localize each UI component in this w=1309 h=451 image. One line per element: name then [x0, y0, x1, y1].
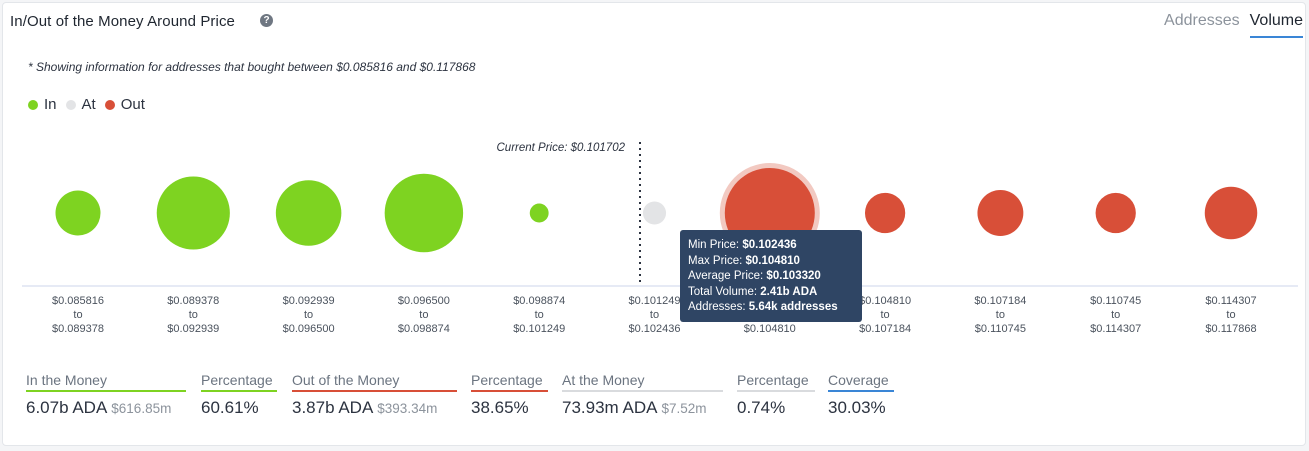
legend-out[interactable]: Out — [104, 96, 145, 113]
stat-value: 6.07b ADA — [26, 398, 108, 417]
stat-usd: $7.52m — [661, 401, 707, 416]
stat-in-percentage: Percentage 60.61% — [201, 372, 277, 418]
stat-out-of-the-money: Out of the Money 3.87b ADA $393.34m — [292, 372, 457, 418]
stat-out-percentage: Percentage 38.65% — [471, 372, 548, 418]
stat-usd: $616.85m — [111, 401, 172, 416]
stat-label: Percentage — [201, 372, 277, 392]
x-tick-label: $0.107184 — [974, 295, 1026, 307]
x-tick-label: $0.092939 — [283, 295, 335, 307]
stat-value: 0.74% — [737, 398, 786, 417]
tab-addresses[interactable]: Addresses — [1164, 12, 1240, 29]
x-tick-label: $0.107184 — [859, 323, 911, 335]
bubble-at-5[interactable] — [642, 201, 667, 225]
bubble-in-3[interactable] — [384, 173, 464, 253]
tooltip-avg-price: Average Price: $0.103320 — [688, 270, 821, 282]
x-tick-label: $0.089378 — [167, 295, 219, 307]
x-tick-label: to — [881, 309, 890, 321]
chart-legend: In At Out — [28, 96, 154, 113]
bubble-out-7[interactable] — [864, 192, 906, 234]
bubble-out-9[interactable] — [1095, 192, 1136, 234]
x-tick-label: $0.114307 — [1205, 295, 1256, 307]
stat-value: 38.65% — [471, 398, 529, 417]
x-tick-label: to — [535, 309, 544, 321]
legend-at-label: At — [81, 96, 96, 113]
legend-in[interactable]: In — [28, 96, 57, 113]
page-title: In/Out of the Money Around Price — [10, 13, 235, 30]
stat-coverage: Coverage 30.03% — [828, 372, 894, 418]
stat-label: In the Money — [26, 372, 186, 392]
range-note: * Showing information for addresses that… — [28, 60, 476, 74]
x-tick-label: $0.110745 — [975, 323, 1026, 335]
stat-usd: $393.34m — [377, 401, 438, 416]
x-tick-label: $0.104810 — [744, 323, 796, 335]
x-tick-label: $0.096500 — [398, 295, 450, 307]
bubble-out-10[interactable] — [1204, 186, 1258, 240]
stat-at-percentage: Percentage 0.74% — [737, 372, 815, 418]
stat-value: 3.87b ADA — [292, 398, 374, 417]
x-tick-label: $0.098874 — [398, 323, 450, 335]
bubble-in-1[interactable] — [156, 176, 230, 250]
x-tick-label: to — [189, 309, 198, 321]
x-tick-label: $0.104810 — [859, 295, 911, 307]
x-tick-label: to — [650, 309, 659, 321]
bubble-in-2[interactable] — [275, 180, 342, 246]
stat-label: Coverage — [828, 372, 894, 392]
stat-value: 73.93m ADA — [562, 398, 658, 417]
legend-out-dot — [104, 99, 115, 110]
stat-at-the-money: At the Money 73.93m ADA $7.52m — [562, 372, 723, 418]
x-tick-label: $0.085816 — [52, 295, 104, 307]
stat-in-the-money: In the Money 6.07b ADA $616.85m — [26, 372, 186, 418]
x-tick-label: to — [996, 309, 1005, 321]
tooltip-total-volume: Total Volume: 2.41b ADA — [688, 285, 818, 298]
x-tick-label: to — [419, 309, 428, 321]
legend-out-label: Out — [120, 96, 145, 113]
bubble-tooltip: Min Price: $0.102436 Max Price: $0.10481… — [680, 230, 862, 322]
x-tick-label: to — [73, 309, 82, 321]
tab-volume[interactable]: Volume — [1249, 12, 1303, 38]
bubble-in-0[interactable] — [55, 190, 101, 236]
tooltip-addresses: Addresses: 5.64k addresses — [688, 301, 838, 313]
legend-at[interactable]: At — [65, 96, 96, 113]
x-tick-label: $0.117868 — [1205, 323, 1256, 335]
current-price-label: Current Price: $0.101702 — [497, 142, 626, 154]
stat-label: Percentage — [737, 372, 815, 392]
x-tick-label: to — [304, 309, 313, 321]
legend-in-label: In — [44, 96, 57, 113]
tooltip-max-price: Max Price: $0.104810 — [688, 254, 800, 267]
stat-value: 60.61% — [201, 398, 259, 417]
x-tick-label: $0.092939 — [167, 323, 219, 335]
x-tick-label: $0.098874 — [513, 295, 565, 307]
x-tick-label: $0.089378 — [52, 323, 104, 335]
bubble-out-8[interactable] — [977, 190, 1024, 236]
legend-in-dot — [28, 99, 38, 110]
x-tick-label: to — [1226, 309, 1235, 321]
x-tick-label: $0.101249 — [629, 295, 681, 307]
x-tick-label: $0.102436 — [629, 323, 681, 335]
stat-label: At the Money — [562, 372, 723, 392]
tooltip-min-price: Min Price: $0.102436 — [688, 239, 797, 251]
stat-label: Out of the Money — [292, 372, 457, 392]
tab-bar: Addresses Volume — [1154, 12, 1303, 38]
x-tick-label: $0.096500 — [283, 323, 335, 335]
x-tick-label: to — [1111, 309, 1120, 321]
bubble-in-4[interactable] — [529, 203, 549, 223]
legend-at-dot — [65, 99, 76, 110]
x-tick-label: $0.101249 — [513, 323, 565, 335]
x-tick-label: $0.114307 — [1090, 323, 1141, 335]
stat-value: 30.03% — [828, 398, 886, 417]
x-tick-label: $0.110745 — [1090, 295, 1141, 307]
question-circle-icon[interactable]: ? — [260, 14, 273, 27]
stat-label: Percentage — [471, 372, 548, 392]
